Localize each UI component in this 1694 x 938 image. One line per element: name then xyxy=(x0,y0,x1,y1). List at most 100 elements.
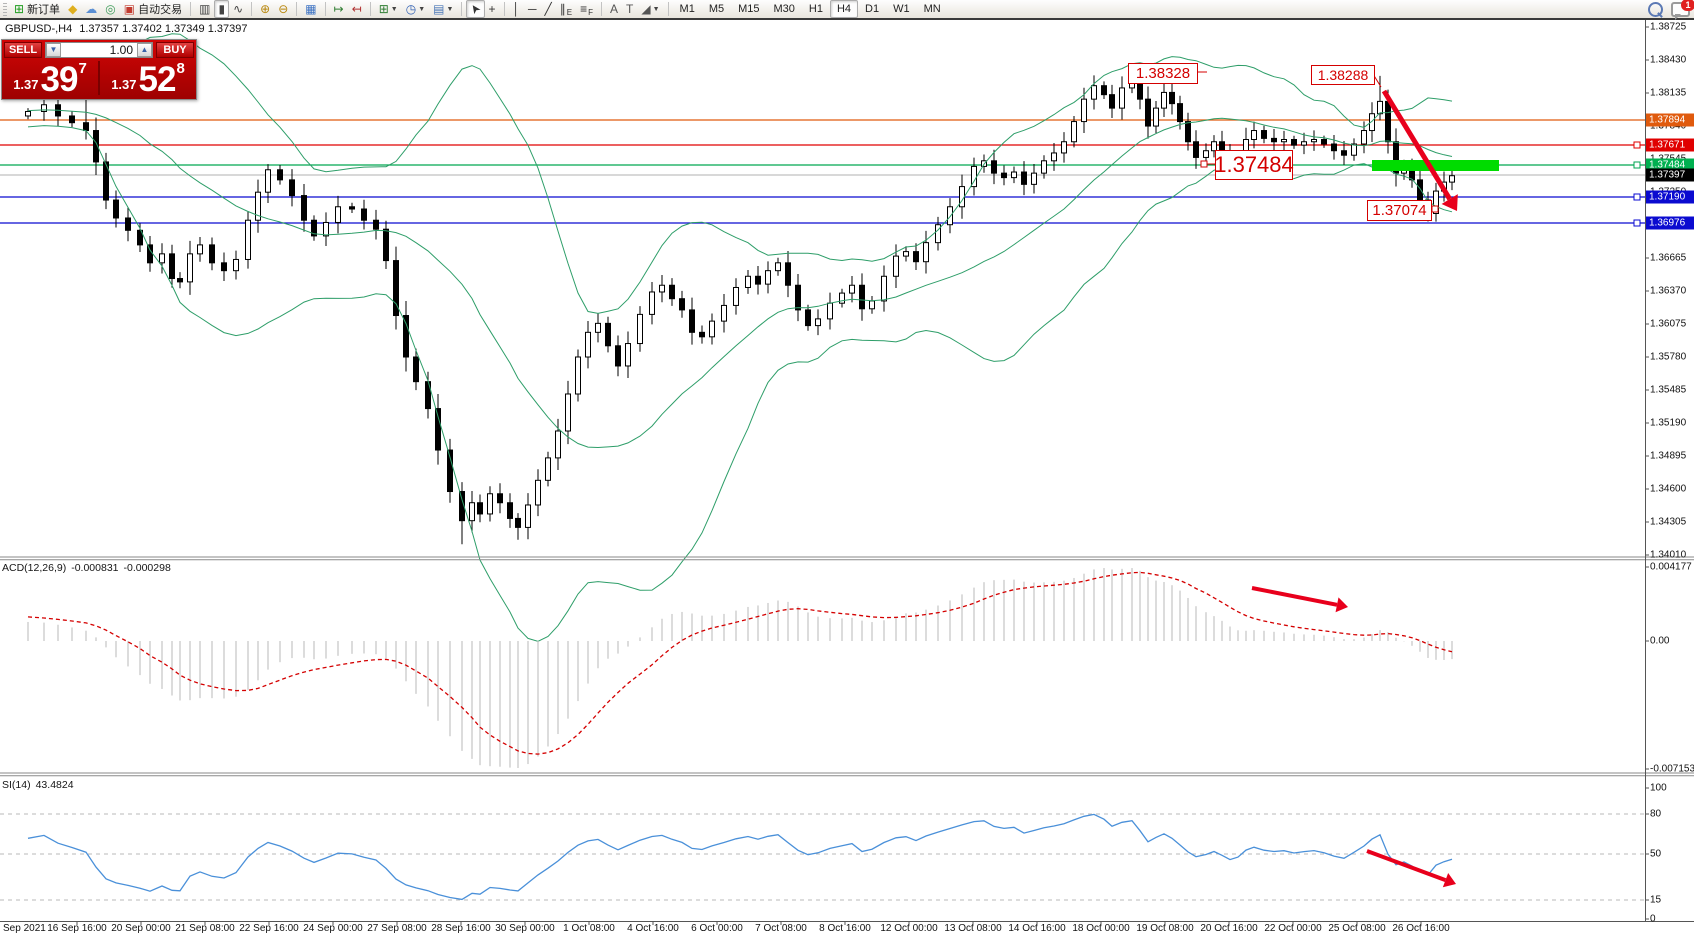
macd-signal-value: -0.000298 xyxy=(123,562,171,574)
trend-arrow-1[interactable] xyxy=(1381,89,1458,211)
time-axis-label[interactable]: 24 Sep 00:00 xyxy=(303,923,363,934)
time-axis-label[interactable]: 12 Oct 00:00 xyxy=(880,923,938,934)
time-axis-label[interactable]: 22 Oct 00:00 xyxy=(1264,923,1322,934)
candlestick-chart-icon[interactable]: ▮ xyxy=(214,0,230,18)
price-badge: 1.37671 xyxy=(1646,138,1694,152)
dropdown-arrow-icon[interactable]: ▼ xyxy=(652,5,660,13)
bar-chart-icon[interactable]: ▥ xyxy=(195,0,214,18)
dropdown-arrow-icon[interactable]: ▼ xyxy=(446,5,454,13)
timeframe-h1-button[interactable]: H1 xyxy=(808,3,823,15)
templates-glyph: ▤ xyxy=(433,2,445,16)
hline-anchor[interactable] xyxy=(1633,141,1641,149)
time-axis-label[interactable]: 13 Oct 08:00 xyxy=(944,923,1002,934)
text-button[interactable]: A xyxy=(606,0,622,18)
zoom-out-button[interactable]: ⊖ xyxy=(274,0,292,18)
crosshair-button[interactable]: + xyxy=(485,0,500,18)
timeframe-m5-button[interactable]: M5 xyxy=(708,3,725,15)
horizontal-line-button[interactable]: ─ xyxy=(524,0,541,18)
auto-scroll-icon[interactable]: ↦ xyxy=(330,0,348,18)
time-axis-label[interactable]: 19 Oct 08:00 xyxy=(1136,923,1194,934)
bar-chart-icon-glyph: ▥ xyxy=(199,2,211,16)
hline-anchor[interactable] xyxy=(1633,193,1641,201)
time-axis-label[interactable]: 21 Sep 08:00 xyxy=(175,923,235,934)
time-axis-label[interactable]: 18 Oct 00:00 xyxy=(1072,923,1130,934)
timeframe-m30-button[interactable]: M30 xyxy=(773,3,795,15)
time-axis-label[interactable]: 30 Sep 00:00 xyxy=(495,923,555,934)
virtual-hosting-icon[interactable]: ☁ xyxy=(81,0,101,18)
hline-anchor[interactable] xyxy=(1633,219,1641,227)
time-axis-first-label[interactable]: Sep 2021 xyxy=(3,923,46,934)
trend-arrow-2[interactable] xyxy=(1251,586,1348,613)
arrows-button[interactable]: ◢ ▼ xyxy=(637,0,663,18)
dropdown-arrow-icon[interactable]: ▼ xyxy=(418,5,426,13)
time-axis-label[interactable]: 28 Sep 16:00 xyxy=(431,923,491,934)
tile-windows-icon[interactable]: ▦ xyxy=(301,0,320,18)
timeframe-m15-button[interactable]: M15 xyxy=(738,3,760,15)
time-axis-label[interactable]: 14 Oct 16:00 xyxy=(1008,923,1066,934)
signals-icon[interactable]: ◎ xyxy=(101,0,119,18)
search-icon[interactable] xyxy=(1648,1,1663,17)
cursor-button[interactable]: ➤ xyxy=(466,0,485,18)
buy-price-small: 1.37 xyxy=(111,77,137,92)
timeframe-w1-button[interactable]: W1 xyxy=(893,3,910,15)
time-axis-label[interactable]: 26 Oct 16:00 xyxy=(1392,923,1450,934)
dropdown-arrow-icon[interactable]: ▼ xyxy=(390,5,398,13)
callout-anchor[interactable] xyxy=(1431,205,1439,213)
volume-increase-button[interactable]: ▲ xyxy=(137,42,152,57)
time-axis-label[interactable]: 8 Oct 16:00 xyxy=(819,923,871,934)
hline-anchor[interactable] xyxy=(1633,161,1641,169)
price-callout[interactable]: 1.37074 xyxy=(1367,200,1432,221)
price-callout[interactable]: 1.38288 xyxy=(1311,65,1375,85)
templates-button[interactable]: ▤ ▼ xyxy=(429,0,457,18)
green-highlight-zone[interactable] xyxy=(1372,160,1499,171)
sell-price-small: 1.37 xyxy=(13,77,39,92)
price-callout[interactable]: 1.38328 xyxy=(1128,63,1198,84)
timeframe-mn-button[interactable]: MN xyxy=(923,3,941,15)
fibonacci-button[interactable]: ≡ F xyxy=(576,0,597,18)
timeframe-d1-button[interactable]: D1 xyxy=(865,3,880,15)
callout-anchor[interactable] xyxy=(1200,160,1208,168)
volume-input[interactable]: 1.00 xyxy=(109,42,133,57)
time-axis-label[interactable]: 1 Oct 08:00 xyxy=(563,923,615,934)
buy-price[interactable]: 1.37 52 8 xyxy=(100,59,196,97)
time-axis-label[interactable]: 20 Sep 00:00 xyxy=(111,923,171,934)
sell-price[interactable]: 1.37 39 7 xyxy=(2,59,98,97)
text-label-button[interactable]: T xyxy=(622,0,637,18)
time-axis-label[interactable]: 22 Sep 16:00 xyxy=(239,923,299,934)
toolbar-grip[interactable] xyxy=(3,2,7,16)
time-axis-label[interactable]: 4 Oct 16:00 xyxy=(627,923,679,934)
volume-decrease-button[interactable]: ▼ xyxy=(46,42,61,57)
vertical-line-button[interactable]: │ xyxy=(509,0,525,18)
sell-button[interactable]: SELL xyxy=(4,41,42,58)
time-axis-label[interactable]: 7 Oct 08:00 xyxy=(755,923,807,934)
price-badge: 1.36976 xyxy=(1646,216,1694,230)
equidistant-channel-button[interactable]: ∥ E xyxy=(556,0,576,18)
periods-button[interactable]: ◷ ▼ xyxy=(402,0,429,18)
time-axis-label[interactable]: 27 Sep 08:00 xyxy=(367,923,427,934)
new-chart-button[interactable]: ⊞ ▼ xyxy=(375,0,402,18)
macd-name: ACD(12,26,9) xyxy=(2,562,67,574)
mql-editor-icon[interactable]: ◆ xyxy=(64,0,81,18)
timeframe-m1-button[interactable]: M1 xyxy=(679,3,695,15)
price-callout[interactable]: 1.37484 xyxy=(1214,150,1294,180)
auto-trading-button[interactable]: ▣ 自动交易 xyxy=(120,0,186,18)
time-axis-label[interactable]: 16 Sep 16:00 xyxy=(47,923,107,934)
time-axis-label[interactable]: 25 Oct 08:00 xyxy=(1328,923,1386,934)
chart-title: GBPUSD-,H4 1.37357 1.37402 1.37349 1.3739… xyxy=(5,23,247,35)
time-axis-label[interactable]: 20 Oct 16:00 xyxy=(1200,923,1258,934)
notifications-icon[interactable]: 1 xyxy=(1671,0,1694,20)
buy-button[interactable]: BUY xyxy=(156,41,194,58)
tile-windows-icon-glyph: ▦ xyxy=(305,2,317,16)
new-chart-glyph: ⊞ xyxy=(378,2,389,16)
timeframe-h4-button[interactable]: H4 xyxy=(829,0,859,18)
rsi-tick-label: 0 xyxy=(1650,913,1656,925)
new-order-button[interactable]: ⊞ 新订单 xyxy=(10,0,64,18)
rsi-tick-label: 100 xyxy=(1650,782,1667,794)
chart-shift-icon[interactable]: ↤ xyxy=(348,0,366,18)
time-axis-label[interactable]: 6 Oct 00:00 xyxy=(691,923,743,934)
zoom-in-button[interactable]: ⊕ xyxy=(256,0,274,18)
line-chart-icon[interactable]: ∿ xyxy=(229,0,247,18)
trend-arrow-3[interactable] xyxy=(1366,849,1456,888)
trendline-button[interactable]: ╱ xyxy=(541,0,556,18)
